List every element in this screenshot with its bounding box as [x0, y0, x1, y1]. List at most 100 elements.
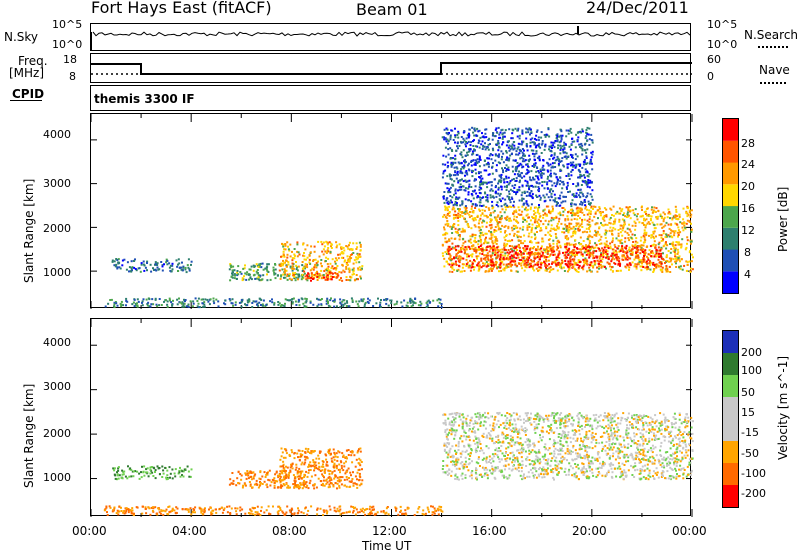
power-cell — [228, 268, 231, 271]
power-cell — [559, 160, 562, 163]
power-cell — [583, 161, 586, 164]
power-cell — [454, 260, 457, 263]
velocity-cell — [321, 482, 324, 485]
power-cell — [474, 239, 476, 242]
power-cell — [524, 250, 527, 253]
power-cell — [619, 240, 622, 242]
power-cell — [181, 305, 184, 308]
power-cell — [670, 257, 673, 260]
power-cell — [264, 305, 267, 308]
power-cell — [636, 218, 639, 221]
power-cell — [171, 264, 174, 267]
power-cell — [336, 274, 339, 277]
power-cell — [492, 149, 495, 152]
power-cell — [187, 305, 190, 308]
power-cell — [248, 300, 251, 303]
power-cell — [669, 251, 672, 254]
power-cell — [287, 261, 290, 264]
power-cell — [585, 260, 588, 263]
power-cell — [679, 260, 681, 263]
power-cell — [595, 232, 598, 235]
power-cell — [586, 192, 589, 195]
power-cell — [549, 210, 552, 213]
power-cell — [680, 246, 683, 249]
power-cell — [116, 267, 119, 270]
power-cell — [672, 230, 675, 233]
power-cell — [258, 279, 261, 282]
power-cell — [134, 302, 137, 305]
power-cell — [362, 298, 365, 301]
power-cell — [626, 211, 629, 214]
power-cell — [543, 187, 546, 190]
power-cell — [539, 146, 542, 149]
power-cell — [550, 180, 553, 183]
velocity-cell — [298, 485, 301, 488]
power-cell — [478, 219, 481, 222]
power-cell — [278, 269, 281, 272]
power-cell — [269, 300, 272, 303]
power-cell — [367, 302, 370, 304]
power-cell — [675, 218, 678, 220]
power-cell — [652, 235, 655, 238]
power-cell — [579, 163, 582, 166]
power-cell — [325, 269, 328, 272]
power-cell — [690, 222, 692, 225]
power-cell — [556, 155, 559, 158]
power-cell — [586, 237, 589, 240]
power-cell — [454, 136, 457, 139]
velocity-cell — [297, 471, 300, 474]
power-cell — [666, 270, 668, 273]
power-cell — [556, 180, 559, 183]
power-cell — [513, 186, 516, 189]
power-cell — [534, 137, 536, 140]
power-cell — [496, 251, 499, 254]
power-cell — [500, 177, 503, 180]
power-cell — [453, 223, 456, 226]
power-cell — [651, 244, 654, 247]
power-cbar-tick-12: 12 — [741, 224, 755, 237]
power-cell — [614, 218, 617, 221]
power-cell — [293, 275, 296, 278]
velocity-cell — [232, 479, 235, 482]
power-cell — [518, 259, 521, 261]
power-cell — [501, 208, 504, 211]
power-cell — [511, 147, 514, 150]
power-cell — [463, 270, 466, 272]
power-cell — [551, 262, 553, 265]
power-cell — [283, 248, 285, 251]
power-cell — [502, 136, 504, 139]
velocity-cell — [116, 471, 118, 474]
power-cell — [390, 299, 393, 302]
power-cell — [115, 263, 118, 266]
power-cell — [484, 128, 487, 131]
velocity-cell — [190, 468, 193, 471]
power-cell — [535, 145, 538, 148]
power-cell — [567, 218, 570, 221]
power-cell — [255, 300, 258, 303]
power-cell — [619, 231, 622, 234]
power-cell — [171, 304, 174, 307]
power-cell — [486, 252, 489, 255]
velocity-cell — [130, 475, 133, 478]
velocity-cell — [162, 472, 165, 475]
power-cell — [452, 263, 455, 266]
power-cell — [606, 244, 609, 247]
power-cell — [634, 222, 637, 225]
power-cell — [471, 262, 474, 265]
power-cell — [562, 150, 565, 153]
power-cell — [577, 261, 580, 264]
power-cell — [459, 152, 462, 155]
power-cell — [346, 259, 349, 262]
power-cell — [555, 248, 558, 251]
power-cell — [591, 141, 594, 144]
power-cell — [489, 143, 491, 145]
power-cell — [553, 253, 556, 256]
power-cell — [533, 269, 536, 272]
power-cell — [577, 184, 580, 187]
power-cell — [466, 223, 469, 226]
power-cell — [303, 272, 306, 275]
power-cell — [552, 141, 555, 144]
power-cell — [441, 136, 444, 139]
power-cell — [528, 192, 531, 195]
power-cell — [492, 211, 495, 214]
